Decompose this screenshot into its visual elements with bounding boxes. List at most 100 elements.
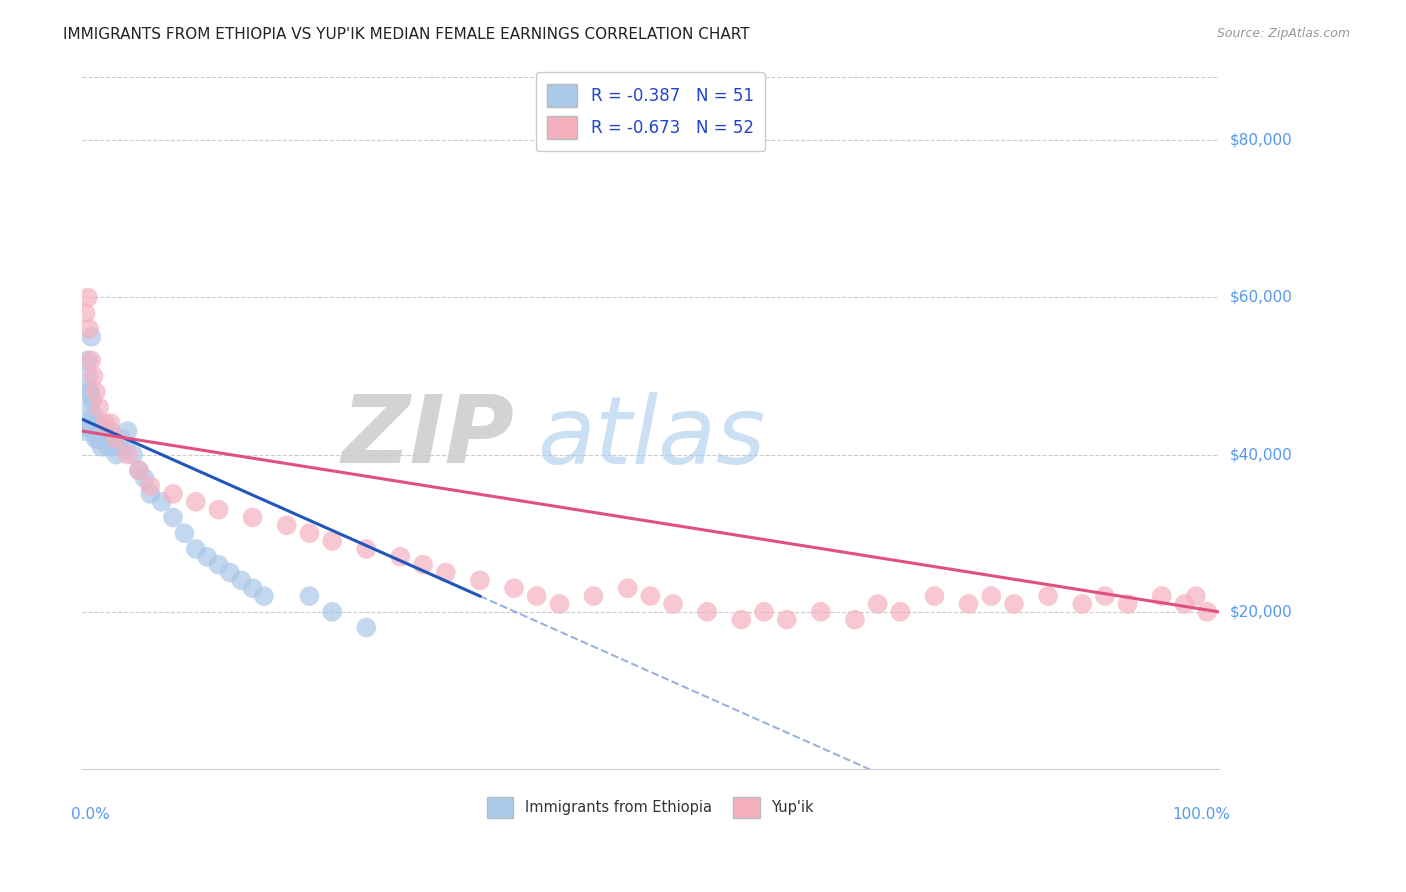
Point [117, 424, 139, 438]
Text: 100.0%: 100.0% [1173, 807, 1230, 822]
Legend: Immigrants from Ethiopia, Yup'ik: Immigrants from Ethiopia, Yup'ik [481, 791, 820, 824]
Point [89, 432, 111, 446]
Point [582, 589, 605, 603]
Point [640, 589, 662, 603]
Point [1071, 597, 1094, 611]
Point [105, 432, 128, 446]
Point [195, 549, 218, 564]
Point [776, 613, 799, 627]
Point [90, 440, 112, 454]
Point [107, 440, 129, 454]
Point [242, 510, 264, 524]
Point [548, 597, 571, 611]
Point [128, 463, 150, 477]
Point [412, 558, 434, 572]
Point [889, 605, 911, 619]
Point [207, 558, 229, 572]
Point [80, 353, 103, 368]
Text: ZIP: ZIP [342, 391, 515, 483]
Point [114, 440, 136, 454]
Point [100, 416, 122, 430]
Point [83, 369, 105, 384]
Text: $60,000: $60,000 [1230, 290, 1292, 305]
Point [298, 526, 321, 541]
Point [101, 440, 124, 454]
Point [97, 432, 120, 446]
Point [82, 392, 104, 407]
Point [321, 605, 343, 619]
Point [1150, 589, 1173, 603]
Point [616, 581, 638, 595]
Point [298, 589, 321, 603]
Point [162, 510, 184, 524]
Point [1185, 589, 1208, 603]
Point [134, 471, 156, 485]
Point [173, 526, 195, 541]
Point [844, 613, 866, 627]
Point [89, 401, 111, 415]
Text: IMMIGRANTS FROM ETHIOPIA VS YUP'IK MEDIAN FEMALE EARNINGS CORRELATION CHART: IMMIGRANTS FROM ETHIOPIA VS YUP'IK MEDIA… [63, 27, 749, 42]
Point [77, 322, 100, 336]
Point [866, 597, 889, 611]
Point [117, 448, 139, 462]
Point [84, 432, 107, 446]
Point [94, 416, 117, 430]
Point [503, 581, 526, 595]
Point [84, 384, 107, 399]
Point [94, 424, 117, 438]
Point [389, 549, 412, 564]
Point [218, 566, 240, 580]
Point [1173, 597, 1195, 611]
Point [75, 306, 97, 320]
Point [810, 605, 832, 619]
Point [276, 518, 298, 533]
Point [957, 597, 980, 611]
Point [83, 409, 105, 423]
Point [80, 330, 103, 344]
Point [207, 502, 229, 516]
Text: $40,000: $40,000 [1230, 447, 1292, 462]
Point [184, 495, 207, 509]
Point [662, 597, 685, 611]
Point [111, 432, 134, 446]
Point [184, 541, 207, 556]
Text: Source: ZipAtlas.com: Source: ZipAtlas.com [1216, 27, 1350, 40]
Text: $20,000: $20,000 [1230, 604, 1292, 619]
Point [76, 353, 98, 368]
Point [76, 290, 98, 304]
Point [83, 424, 105, 438]
Point [468, 574, 491, 588]
Point [77, 384, 100, 399]
Point [1036, 589, 1059, 603]
Point [122, 448, 145, 462]
Point [1002, 597, 1025, 611]
Point [96, 440, 118, 454]
Point [242, 581, 264, 595]
Point [76, 369, 98, 384]
Point [89, 424, 111, 438]
Point [730, 613, 752, 627]
Point [86, 424, 108, 438]
Point [752, 605, 775, 619]
Point [162, 487, 184, 501]
Point [980, 589, 1002, 603]
Point [84, 416, 107, 430]
Point [231, 574, 253, 588]
Point [93, 432, 115, 446]
Point [354, 620, 377, 634]
Point [128, 463, 150, 477]
Point [83, 416, 105, 430]
Point [354, 541, 377, 556]
Point [1116, 597, 1139, 611]
Point [150, 495, 173, 509]
Point [253, 589, 276, 603]
Point [321, 534, 343, 549]
Text: 0.0%: 0.0% [70, 807, 110, 822]
Point [79, 401, 101, 415]
Point [94, 432, 117, 446]
Point [139, 479, 162, 493]
Point [1094, 589, 1116, 603]
Point [434, 566, 457, 580]
Point [76, 420, 98, 434]
Point [105, 448, 128, 462]
